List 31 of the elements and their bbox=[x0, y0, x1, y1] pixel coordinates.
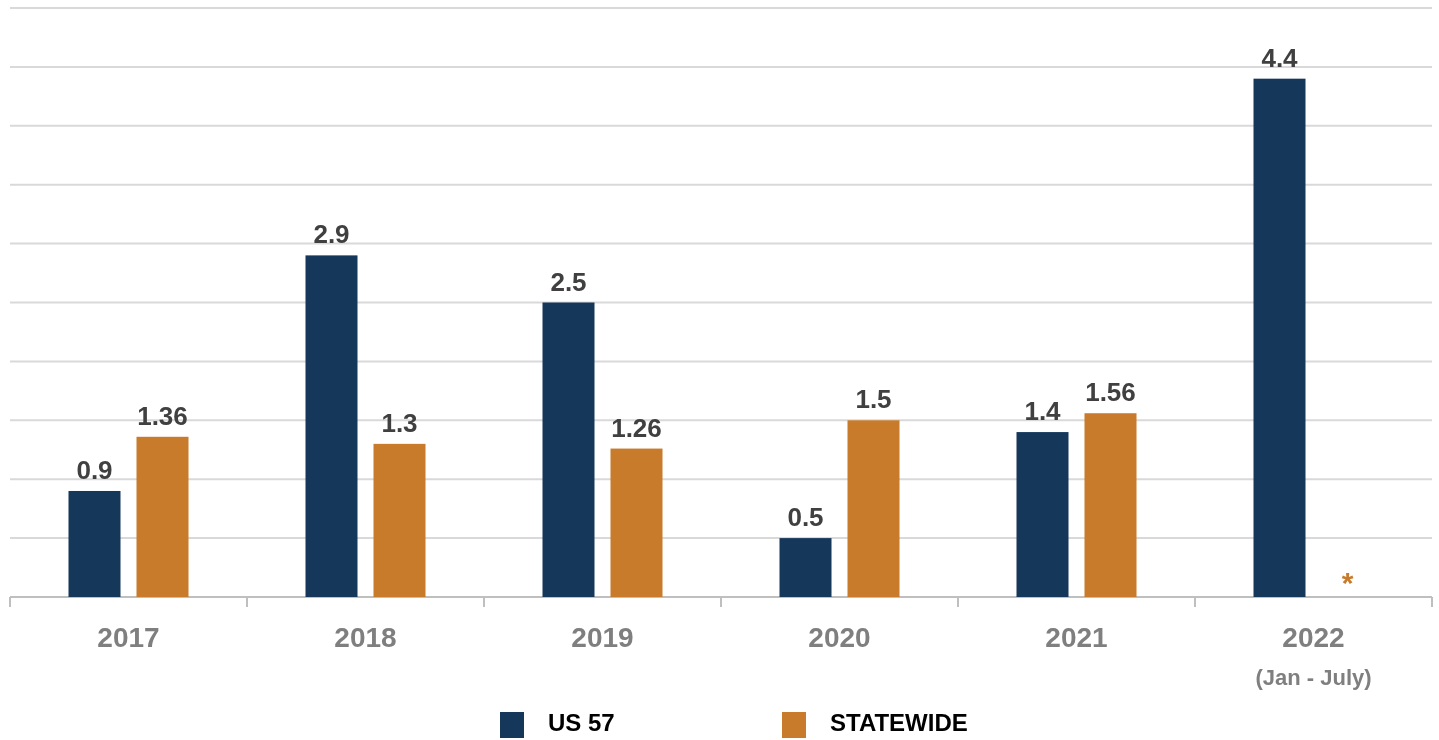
data-label: 0.9 bbox=[76, 454, 113, 485]
x-tick-label: 2019 bbox=[571, 622, 634, 653]
data-label: 1.26 bbox=[611, 412, 662, 443]
x-tick-label: 2020 bbox=[808, 622, 871, 653]
bar bbox=[542, 302, 595, 597]
bar bbox=[610, 448, 663, 597]
data-label: 0.5 bbox=[787, 502, 824, 533]
annotation: * bbox=[1341, 566, 1354, 599]
data-label: 1.3 bbox=[381, 407, 418, 438]
x-tick-label: 2021 bbox=[1045, 622, 1108, 653]
x-tick-label: 2017 bbox=[97, 622, 160, 653]
bar bbox=[1016, 432, 1069, 597]
legend-label: US 57 bbox=[548, 709, 615, 736]
bar bbox=[68, 490, 121, 597]
x-tick-label: 2018 bbox=[334, 622, 397, 653]
bar bbox=[136, 436, 189, 597]
data-label: 2.9 bbox=[313, 219, 350, 250]
legend-label: STATEWIDE bbox=[830, 709, 968, 736]
data-label: 1.5 bbox=[855, 384, 892, 415]
bar bbox=[305, 255, 358, 597]
data-label: 1.56 bbox=[1085, 377, 1136, 408]
bar bbox=[847, 420, 900, 597]
bar bbox=[1084, 413, 1137, 597]
data-label: 1.36 bbox=[137, 400, 188, 431]
data-label: 2.5 bbox=[550, 266, 587, 297]
data-label: 4.4 bbox=[1261, 42, 1299, 73]
bar bbox=[1253, 78, 1306, 597]
data-label: 1.4 bbox=[1024, 396, 1062, 427]
bar bbox=[779, 538, 832, 597]
bar bbox=[373, 443, 426, 597]
x-tick-label: 2022 (Jan - July) bbox=[1255, 622, 1372, 690]
